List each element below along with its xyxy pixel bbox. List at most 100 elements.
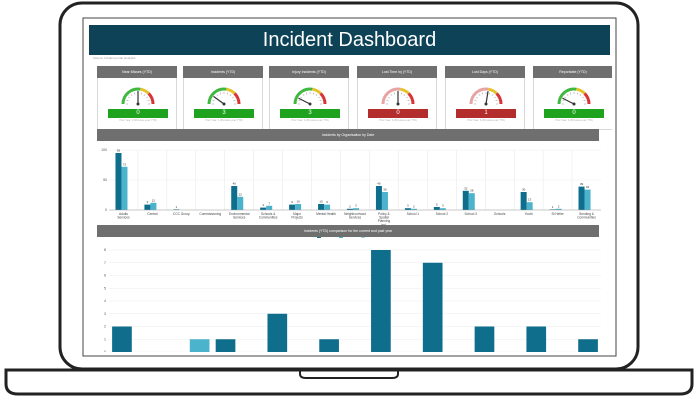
gauge-tick	[386, 100, 389, 102]
gauge-tick	[476, 96, 479, 99]
data-label: 32	[464, 186, 468, 190]
gauge-tick	[231, 96, 234, 99]
bar	[353, 208, 359, 210]
bar	[555, 208, 562, 210]
bar	[381, 192, 388, 210]
gauge-band	[488, 87, 498, 95]
gauge-hub	[308, 102, 312, 106]
bar	[578, 186, 585, 210]
y-tick-label: 4	[104, 299, 106, 303]
data-label: 13	[528, 198, 532, 202]
gauge-band	[147, 92, 155, 105]
gauge-tick	[226, 92, 228, 95]
gauge-tick	[390, 94, 393, 97]
x-tick-label: Neighbourhood	[344, 212, 366, 216]
x-tick-label: Schools	[494, 212, 506, 216]
bar	[144, 204, 151, 210]
y-tick-label: 50	[103, 178, 107, 182]
kpi-label: Injury Incidents (YTD)	[269, 66, 349, 78]
data-label: 40	[377, 182, 381, 186]
gauge-tick	[128, 96, 131, 99]
gauge-tick	[394, 92, 396, 95]
gauge-band	[557, 87, 577, 105]
kpi-footnote: Prior Year: 4 (Previous year YTD)	[205, 119, 243, 122]
gauge-icon	[557, 87, 591, 106]
y-tick-label: 7	[104, 261, 106, 265]
section-header-by-org: Incidents by Organisation by Date	[97, 129, 599, 141]
x-tick-label: Central	[147, 212, 158, 216]
data-label: 2	[558, 204, 560, 208]
gauge-band	[576, 87, 586, 95]
gauge-icon	[293, 87, 327, 106]
gauge-needle	[298, 97, 311, 105]
bar	[468, 193, 475, 210]
bar	[260, 207, 267, 210]
kpi-label: Lost Days (YTD)	[445, 66, 525, 78]
bar	[324, 204, 331, 210]
gauge-tick	[145, 96, 148, 99]
gauge-band	[140, 87, 150, 95]
gauge-tick	[306, 92, 308, 95]
kpi-label: Reportable (YTD)	[533, 66, 612, 78]
section-header-ytd: Incidents (YTD) comparison for the curre…	[97, 225, 599, 237]
bar	[375, 186, 382, 210]
kpi-card: Lost Time Inj (YTD) 0 Prior Year: 0 (Previ…	[357, 66, 437, 130]
x-tick-label: Youth	[525, 212, 533, 216]
data-label: 1	[552, 205, 554, 209]
y-tick-label: 100	[101, 148, 107, 152]
x-tick-label: St Helier	[551, 212, 564, 216]
gauge-icon	[207, 87, 241, 106]
gauge-band	[495, 92, 503, 105]
dashboard-subtitle: Source: Incident portal analytics	[93, 56, 136, 60]
gauge-tick	[564, 96, 567, 99]
kpi-label: Incidents (YTD)	[183, 66, 263, 78]
gauge-tick	[140, 92, 142, 95]
kpi-value: 1	[456, 109, 516, 118]
y-tick-label: 0	[104, 350, 106, 352]
gauge-band	[469, 87, 489, 105]
kpi-label: Near Misses (YTD)	[97, 66, 177, 78]
kpi-card: Near Misses (YTD) 0 Prior Year: 0 (Previou…	[97, 66, 177, 130]
gauge-tick	[495, 100, 498, 102]
kpi-body: 1 Prior Year: 0 (Previous year YTD)	[445, 78, 525, 130]
chart-incidents-ytd: 0 1 2 3 4 5 6 7 8	[104, 248, 601, 352]
gauge-band	[293, 87, 313, 105]
gauge-tick	[315, 94, 318, 97]
data-label: 40	[233, 182, 237, 186]
gauge-tick	[566, 94, 569, 97]
bar	[121, 166, 128, 210]
gauge-band	[121, 87, 141, 105]
bar	[433, 207, 440, 210]
data-label: 10	[296, 200, 300, 204]
x-tick-label: Schools &	[261, 212, 276, 216]
gauge-tick	[474, 100, 477, 102]
gauge-tick	[317, 96, 320, 99]
data-label: 9	[147, 200, 149, 204]
bar	[371, 250, 391, 352]
bar	[347, 208, 353, 210]
data-label: 5	[436, 203, 438, 207]
data-label: 12	[152, 198, 156, 202]
gauge-tick	[562, 100, 565, 102]
data-label: 9	[291, 200, 293, 204]
kpi-footnote: Prior Year: 0 (Previous year YTD)	[379, 119, 417, 122]
bar	[422, 262, 443, 352]
bar	[295, 204, 302, 210]
bar	[112, 326, 132, 352]
y-tick-label: 5	[104, 286, 106, 290]
bar	[474, 326, 495, 352]
bar	[404, 208, 411, 210]
bar	[289, 204, 296, 210]
kpi-card: Reportable (YTD) 0 Prior Year: 0 (Previous…	[533, 66, 612, 130]
gauge-hub	[484, 102, 488, 106]
gauge-tick	[482, 92, 484, 95]
bar	[410, 208, 417, 210]
gauge-needle	[562, 97, 575, 105]
data-label: 7	[268, 201, 270, 205]
data-label: 2	[349, 204, 351, 208]
bar	[439, 208, 446, 210]
x-tick-label: Services	[349, 216, 362, 220]
gauge-band	[207, 87, 227, 105]
dashboard-screen: Incident Dashboard Source: Incident port…	[87, 22, 612, 352]
